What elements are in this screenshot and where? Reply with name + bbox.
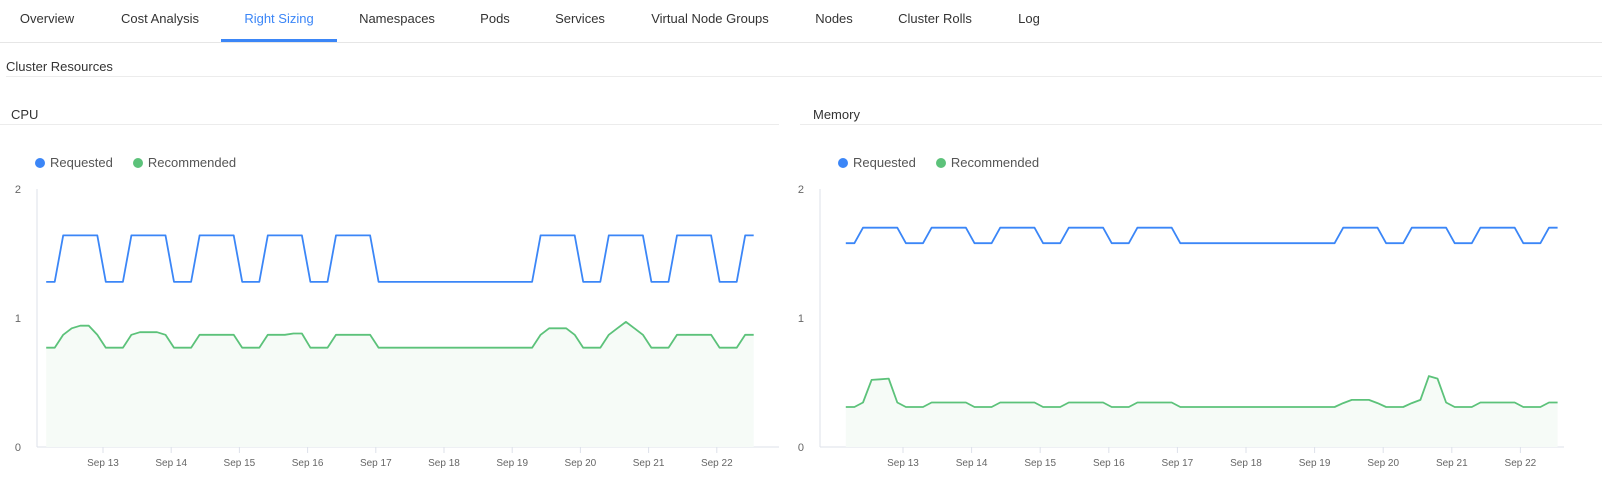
recommended-area-fill	[845, 376, 1558, 447]
recommended-series-line	[845, 375, 1558, 408]
x-tick-label: Sep 18	[1230, 458, 1262, 469]
x-tick-label: Sep 19	[496, 458, 528, 469]
recommended-dot-icon	[132, 157, 143, 168]
recommended-area-fill	[46, 321, 754, 447]
tab-virtual-node-groups[interactable]: Virtual Node Groups	[651, 11, 769, 26]
tab-pods[interactable]: Pods	[480, 11, 510, 26]
legend-item-requested[interactable]: Requested	[838, 155, 916, 170]
legend-label: Requested	[50, 155, 113, 170]
x-tick-label: Sep 21	[1436, 458, 1468, 469]
x-tick-label: Sep 22	[1505, 458, 1537, 469]
y-tick-label: 2	[15, 184, 21, 196]
tab-services[interactable]: Services	[555, 11, 605, 26]
x-tick-label: Sep 13	[87, 458, 119, 469]
x-tick-label: Sep 16	[292, 458, 324, 469]
y-tick-label: 0	[798, 442, 804, 454]
y-tick-label: 1	[15, 313, 21, 325]
y-tick-label: 1	[798, 313, 804, 325]
x-tick-label: Sep 20	[1367, 458, 1399, 469]
x-tick-label: Sep 14	[155, 458, 187, 469]
recommended-series-line	[46, 320, 754, 349]
tab-nodes[interactable]: Nodes	[815, 11, 853, 26]
legend-label: Recommended	[147, 155, 237, 170]
cpu-panel-title: CPU	[11, 107, 39, 122]
y-tick-label: 2	[798, 184, 804, 196]
legend-item-recommended[interactable]: Recommended	[935, 155, 1040, 170]
requested-dot-icon	[35, 157, 45, 168]
recommended-dot-icon	[935, 157, 946, 168]
section-divider	[6, 76, 1602, 77]
legend-label: Recommended	[950, 155, 1040, 170]
memory-chart: 0 1 2 Sep 13 Sep 14 Sep 15 Sep 16 Sep 17 Sep 18 S…	[798, 184, 1564, 469]
tab-namespaces[interactable]: Namespaces	[359, 11, 435, 26]
requested-series-line	[845, 226, 1558, 245]
tab-overview[interactable]: Overview	[19, 11, 75, 26]
tab-log[interactable]: Log	[1018, 11, 1040, 26]
memory-panel-divider	[800, 124, 1602, 125]
legend-label: Requested	[853, 155, 916, 170]
x-tick-label: Sep 22	[701, 458, 733, 469]
memory-panel-title: Memory	[813, 107, 860, 122]
x-tick-label: Sep 21	[633, 458, 665, 469]
tab-right-sizing[interactable]: Right Sizing	[244, 11, 314, 26]
x-tick-label: Sep 17	[360, 458, 392, 469]
tab-cluster-rolls[interactable]: Cluster Rolls	[898, 11, 972, 26]
x-tick-label: Sep 15	[1024, 458, 1056, 469]
cpu-legend: Requested Recommended	[35, 155, 256, 170]
memory-legend: Requested Recommended	[838, 155, 1059, 170]
legend-item-recommended[interactable]: Recommended	[132, 155, 237, 170]
x-tick-label: Sep 13	[887, 458, 919, 469]
cpu-panel-divider	[0, 124, 779, 125]
y-tick-label: 0	[15, 442, 21, 454]
x-tick-label: Sep 16	[1093, 458, 1125, 469]
cpu-chart: 0 1 2 Sep 13 Sep 14 Sep 15 Sep 16 Sep 17 Sep 18 S…	[15, 184, 779, 469]
requested-dot-icon	[838, 157, 848, 168]
x-tick-label: Sep 14	[956, 458, 988, 469]
tab-cost-analysis[interactable]: Cost Analysis	[120, 11, 200, 26]
x-tick-label: Sep 19	[1299, 458, 1331, 469]
x-tick-label: Sep 20	[565, 458, 597, 469]
x-tick-label: Sep 17	[1162, 458, 1194, 469]
section-title: Cluster Resources	[6, 59, 113, 74]
x-tick-label: Sep 15	[224, 458, 256, 469]
tab-bar: Overview Cost Analysis Right Sizing Name…	[0, 0, 1602, 43]
x-tick-label: Sep 18	[428, 458, 460, 469]
active-tab-indicator	[221, 39, 337, 42]
requested-series-line	[46, 234, 754, 283]
legend-item-requested[interactable]: Requested	[35, 155, 113, 170]
